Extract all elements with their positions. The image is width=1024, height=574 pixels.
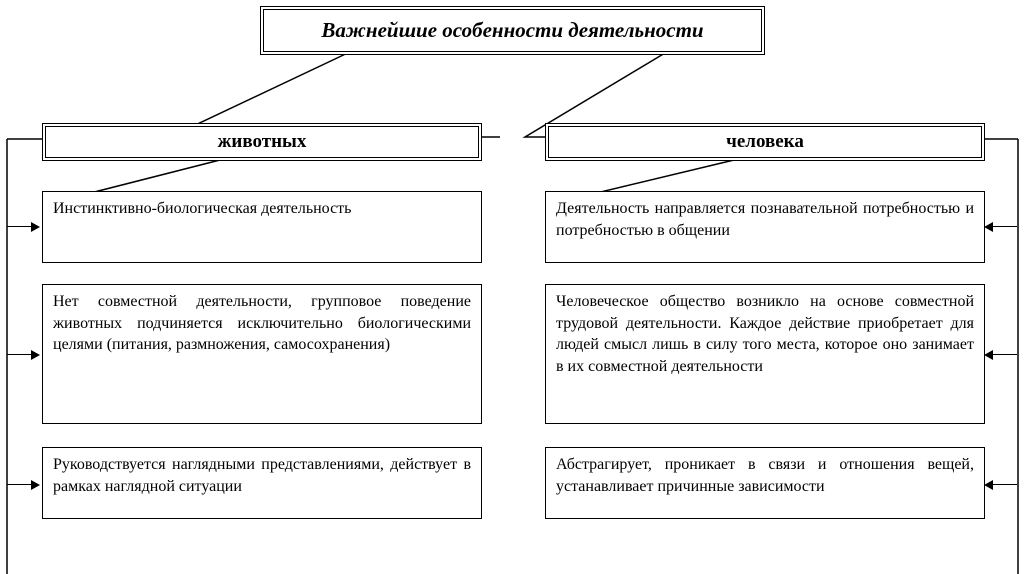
right-box-1: Деятельность направляется позна­вательно… xyxy=(545,191,985,263)
left-box-3: Руководствуется наглядными представления… xyxy=(42,447,482,519)
left-box-3-text: Руководствуется наглядными представления… xyxy=(53,456,471,495)
diagram-title: Важнейшие особенности деятельности xyxy=(260,6,765,55)
header-right-text: человека xyxy=(726,131,804,152)
right-box-3-text: Абстрагирует, проникает в связи и отноше… xyxy=(556,456,974,495)
right-box-1-text: Деятельность направляется позна­вательно… xyxy=(556,200,974,239)
left-box-1: Инстинктивно-биологическая деятельность xyxy=(42,191,482,263)
left-box-1-text: Инстинктивно-биологическая деятельность xyxy=(53,200,351,217)
right-box-2: Человеческое общество возникло на основе… xyxy=(545,284,985,424)
column-header-right: человека xyxy=(545,123,985,161)
right-box-2-text: Человеческое общество возникло на основе… xyxy=(556,293,974,375)
left-box-2-text: Нет совместной деятельности, групповое п… xyxy=(53,293,471,353)
title-text: Важнейшие особенности деятельности xyxy=(321,18,703,42)
left-box-2: Нет совместной деятельности, групповое п… xyxy=(42,284,482,424)
column-header-left: животных xyxy=(42,123,482,161)
header-left-text: животных xyxy=(218,131,307,152)
right-box-3: Абстрагирует, проникает в связи и отноше… xyxy=(545,447,985,519)
